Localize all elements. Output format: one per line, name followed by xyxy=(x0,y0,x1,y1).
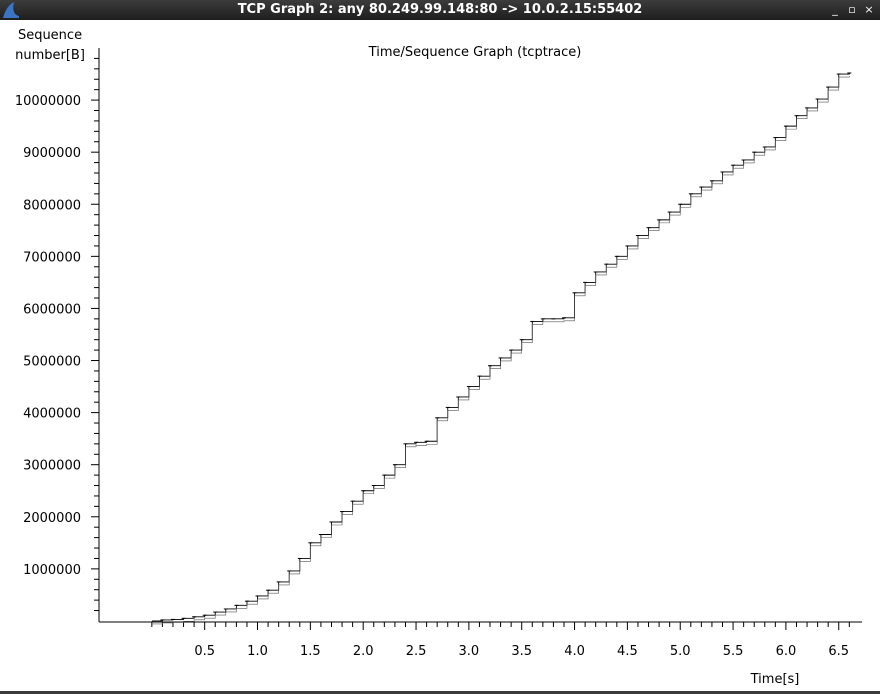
wireshark-fin-icon xyxy=(3,2,19,18)
x-tick-label: 5.0 xyxy=(670,644,691,659)
window-title: TCP Graph 2: any 80.249.99.148:80 -> 10.… xyxy=(237,2,643,17)
y-tick-label: 4000000 xyxy=(23,407,81,422)
x-tick-label: 5.5 xyxy=(723,644,744,659)
x-tick-label: 6.0 xyxy=(776,644,797,659)
window-titlebar[interactable]: TCP Graph 2: any 80.249.99.148:80 -> 10.… xyxy=(0,0,880,20)
chart-title: Time/Sequence Graph (tcptrace) xyxy=(368,45,582,60)
y-tick-label: 8000000 xyxy=(23,198,81,213)
trace-group xyxy=(151,72,852,625)
maximize-button[interactable]: ▫ xyxy=(848,3,856,16)
time-sequence-chart[interactable]: Time/Sequence Graph (tcptrace) Sequence … xyxy=(0,20,880,694)
y-tick-label: 10000000 xyxy=(15,94,81,109)
ack-trace xyxy=(151,76,850,625)
x-tick-label: 4.5 xyxy=(617,644,638,659)
sequence-trace xyxy=(151,73,850,622)
x-tick-label: 4.0 xyxy=(564,644,585,659)
window-bottom-border xyxy=(0,691,880,694)
y-axis-label-line2: number[B] xyxy=(15,48,85,63)
graph-panel[interactable]: Time/Sequence Graph (tcptrace) Sequence … xyxy=(0,20,880,694)
close-button[interactable]: × xyxy=(864,3,874,16)
x-tick-label: 2.0 xyxy=(353,644,374,659)
y-tick-label: 2000000 xyxy=(23,511,81,526)
x-tick-label: 2.5 xyxy=(406,644,427,659)
x-tick-label: 1.0 xyxy=(247,644,268,659)
x-tick-label: 3.0 xyxy=(459,644,480,659)
y-axis-label-line1: Sequence xyxy=(18,28,82,43)
axes: 0.5 1.0 1.5 2.0 2.5 3.0 3.5 4.0 4.5 5.0 5.5 6.0 6.5 1… xyxy=(15,48,862,659)
x-axis-label: Time[s] xyxy=(750,672,800,687)
x-tick-label: 6.5 xyxy=(828,644,849,659)
x-tick-label: 0.5 xyxy=(194,644,215,659)
y-tick-label: 9000000 xyxy=(23,146,81,161)
y-tick-label: 7000000 xyxy=(23,250,81,265)
minimize-button[interactable]: _ xyxy=(832,3,838,16)
y-tick-label: 1000000 xyxy=(23,563,81,578)
y-tick-label: 3000000 xyxy=(23,459,81,474)
x-tick-label: 3.5 xyxy=(511,644,532,659)
y-tick-label: 6000000 xyxy=(23,302,81,317)
x-tick-label: 1.5 xyxy=(300,644,321,659)
y-tick-label: 5000000 xyxy=(23,355,81,370)
